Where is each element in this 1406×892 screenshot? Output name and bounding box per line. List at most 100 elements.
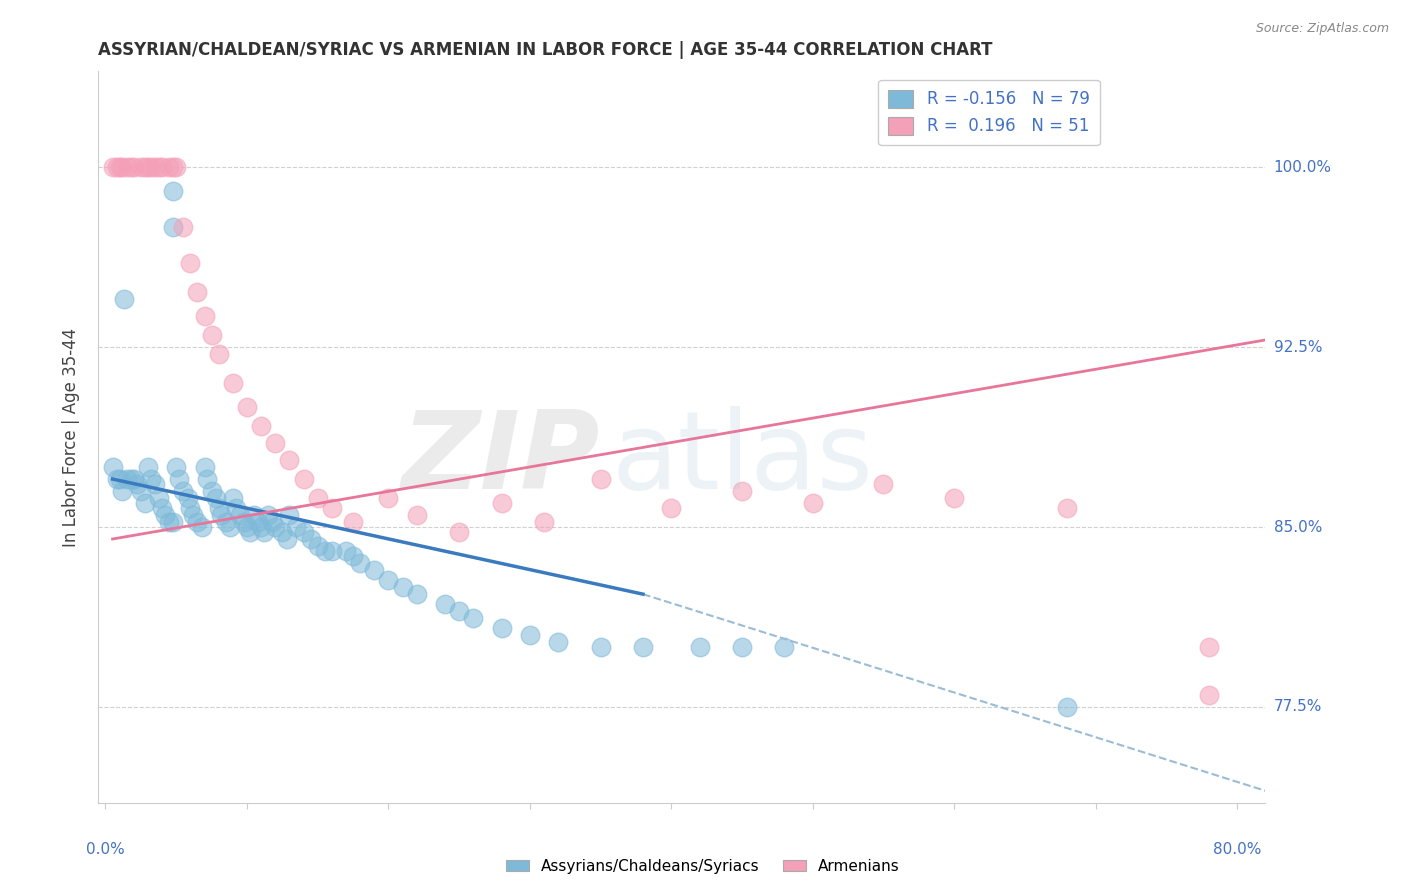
Y-axis label: In Labor Force | Age 35-44: In Labor Force | Age 35-44 [62,327,80,547]
Point [122,161,145,175]
Point [148,161,170,175]
Point [1056,500,1078,515]
Point [165,161,187,175]
Point [162,184,184,198]
Point [491,621,513,635]
Point [139,161,162,175]
Text: 85.0%: 85.0% [1274,519,1322,534]
Point [589,640,612,654]
Point [307,491,329,506]
Point [219,520,242,534]
Point [943,491,966,506]
Point [186,285,208,299]
Point [172,483,194,498]
Point [134,161,156,175]
Point [278,453,301,467]
Point [391,580,413,594]
Point [236,400,259,414]
Point [115,472,138,486]
Text: Source: ZipAtlas.com: Source: ZipAtlas.com [1256,22,1389,36]
Point [101,460,124,475]
Point [1198,688,1220,702]
Point [285,520,308,534]
Point [193,309,215,323]
Point [200,328,222,343]
Point [157,161,180,175]
Legend: Assyrians/Chaldeans/Syriacs, Armenians: Assyrians/Chaldeans/Syriacs, Armenians [501,853,905,880]
Point [449,524,471,539]
Point [264,436,287,450]
Point [278,508,301,522]
Point [239,524,262,539]
Point [208,500,231,515]
Point [150,161,173,175]
Text: ASSYRIAN/CHALDEAN/SYRIAC VS ARMENIAN IN LABOR FORCE | AGE 35-44 CORRELATION CHAR: ASSYRIAN/CHALDEAN/SYRIAC VS ARMENIAN IN … [98,41,993,59]
Point [405,587,427,601]
Point [172,220,194,235]
Point [250,520,273,534]
Point [299,532,322,546]
Point [1198,640,1220,654]
Point [125,476,148,491]
Point [335,544,357,558]
Point [179,256,201,270]
Point [1056,699,1078,714]
Point [801,496,824,510]
Point [162,515,184,529]
Text: 77.5%: 77.5% [1274,699,1322,714]
Point [208,347,231,361]
Point [162,220,184,235]
Point [321,544,343,558]
Point [136,161,159,175]
Text: ZIP: ZIP [402,406,600,512]
Point [321,500,343,515]
Point [143,161,166,175]
Point [111,483,134,498]
Point [433,597,456,611]
Point [659,500,682,515]
Point [134,496,156,510]
Text: 80.0%: 80.0% [1213,842,1261,856]
Legend: R = -0.156   N = 79, R =  0.196   N = 51: R = -0.156 N = 79, R = 0.196 N = 51 [879,79,1099,145]
Point [589,472,612,486]
Point [167,472,190,486]
Point [215,515,238,529]
Point [292,472,315,486]
Point [271,524,294,539]
Point [257,508,280,522]
Point [519,628,541,642]
Point [150,500,173,515]
Point [276,532,298,546]
Point [205,491,228,506]
Point [108,472,131,486]
Point [491,496,513,510]
Point [193,460,215,475]
Text: 92.5%: 92.5% [1274,340,1322,355]
Point [872,476,894,491]
Point [120,472,142,486]
Point [162,161,184,175]
Point [243,508,266,522]
Point [731,640,754,654]
Point [157,515,180,529]
Point [200,483,222,498]
Point [773,640,796,654]
Point [211,508,233,522]
Point [195,472,218,486]
Point [236,520,259,534]
Point [143,476,166,491]
Point [449,604,471,618]
Point [225,500,247,515]
Point [129,161,152,175]
Point [405,508,427,522]
Point [547,635,569,649]
Point [165,460,187,475]
Point [148,491,170,506]
Point [179,500,201,515]
Point [122,472,145,486]
Point [253,524,276,539]
Point [731,483,754,498]
Point [689,640,711,654]
Point [181,508,204,522]
Point [363,563,385,577]
